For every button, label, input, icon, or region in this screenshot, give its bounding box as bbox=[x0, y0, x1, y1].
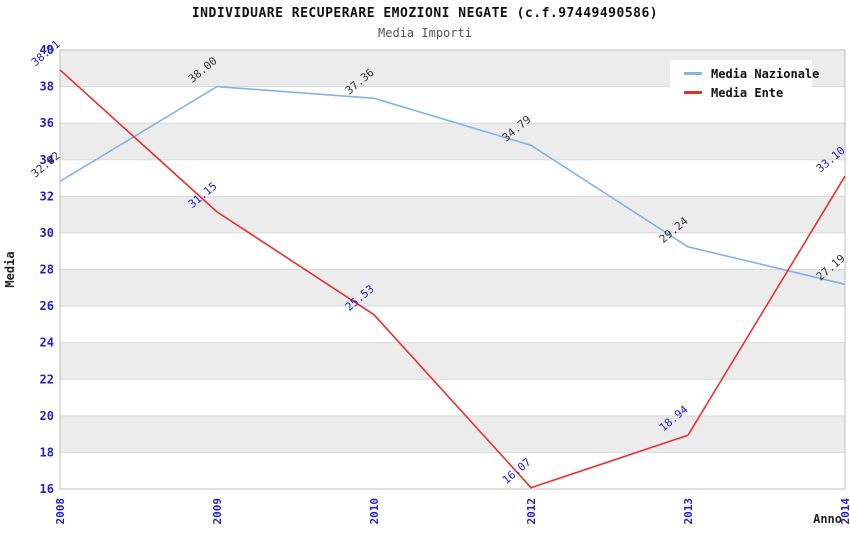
x-axis-title: Anno bbox=[813, 512, 842, 526]
y-tick-label: 40 bbox=[40, 43, 54, 57]
plot-band bbox=[60, 379, 845, 416]
legend-label: Media Nazionale bbox=[711, 66, 820, 81]
series-line bbox=[59, 85, 846, 286]
legend-swatch-media-nazionale-icon bbox=[684, 72, 702, 75]
x-tick-label: 2008 bbox=[54, 498, 67, 525]
x-tick-label: 2012 bbox=[525, 498, 538, 525]
y-tick-label: 30 bbox=[40, 226, 54, 240]
plot-band bbox=[60, 342, 845, 380]
plot-border bbox=[59, 49, 846, 490]
y-tick-label: 28 bbox=[40, 263, 54, 277]
y-tick-label: 32 bbox=[40, 189, 54, 203]
plot-band bbox=[60, 123, 845, 160]
y-tick-label: 20 bbox=[40, 409, 54, 423]
y-axis-title: Media bbox=[3, 251, 17, 287]
y-tick-label: 24 bbox=[40, 336, 54, 350]
legend-label: Media Ente bbox=[711, 85, 784, 100]
y-tick-label: 36 bbox=[40, 116, 54, 130]
chart-subtitle: Media Importi bbox=[378, 26, 472, 40]
x-tick-label: 2010 bbox=[368, 498, 381, 525]
x-tick-label: 2009 bbox=[211, 498, 224, 525]
plot-band bbox=[60, 269, 845, 307]
plot-band bbox=[60, 196, 845, 233]
chart-title: INDIVIDUARE RECUPERARE EMOZIONI NEGATE (… bbox=[191, 6, 659, 21]
x-tick-label: 2013 bbox=[682, 498, 695, 525]
plot-band bbox=[60, 306, 845, 343]
plot-band bbox=[60, 232, 845, 270]
legend-item-media-ente: Media Ente bbox=[684, 83, 812, 102]
plot-band bbox=[60, 415, 845, 453]
legend-item-media-nazionale: Media Nazionale bbox=[684, 64, 819, 83]
y-tick-label: 22 bbox=[40, 372, 54, 386]
plot-band bbox=[60, 452, 845, 489]
y-tick-label: 34 bbox=[40, 153, 54, 167]
y-tick-label: 26 bbox=[40, 299, 54, 313]
series-line bbox=[59, 69, 846, 489]
chart-legend: Media Nazionale Media Ente bbox=[670, 60, 819, 106]
y-tick-label: 38 bbox=[40, 80, 54, 94]
y-tick-label: 18 bbox=[40, 445, 54, 459]
y-tick-label: 16 bbox=[40, 482, 54, 496]
legend-swatch-media-ente-icon bbox=[684, 91, 702, 94]
x-tick-label: 2014 bbox=[839, 498, 850, 525]
plot-band bbox=[60, 159, 845, 197]
